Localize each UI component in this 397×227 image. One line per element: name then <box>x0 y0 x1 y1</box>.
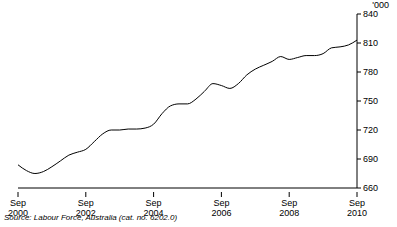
svg-text:660: 660 <box>363 183 378 193</box>
html-text:2004: 2004 <box>143 208 164 218</box>
html-text:2002: 2002 <box>75 208 96 218</box>
html-text:Sep: Sep <box>77 198 94 208</box>
svg-text:Sep2010: Sep2010 <box>347 198 367 218</box>
svg-text:Sep2006: Sep2006 <box>211 198 231 218</box>
svg-text:810: 810 <box>363 38 378 48</box>
svg-text:750: 750 <box>363 96 378 106</box>
html-text:'000: '000 <box>372 0 389 10</box>
svg-text:780: 780 <box>363 67 378 77</box>
svg-text:690: 690 <box>363 154 378 164</box>
svg-text:720: 720 <box>363 125 378 135</box>
svg-text:840: 840 <box>363 9 378 19</box>
svg-text:Sep2008: Sep2008 <box>279 198 299 218</box>
html-text:Source: Labour Force, Australi: Source: Labour Force, Australia (cat. no… <box>4 213 178 222</box>
html-text:Sep: Sep <box>145 198 162 208</box>
